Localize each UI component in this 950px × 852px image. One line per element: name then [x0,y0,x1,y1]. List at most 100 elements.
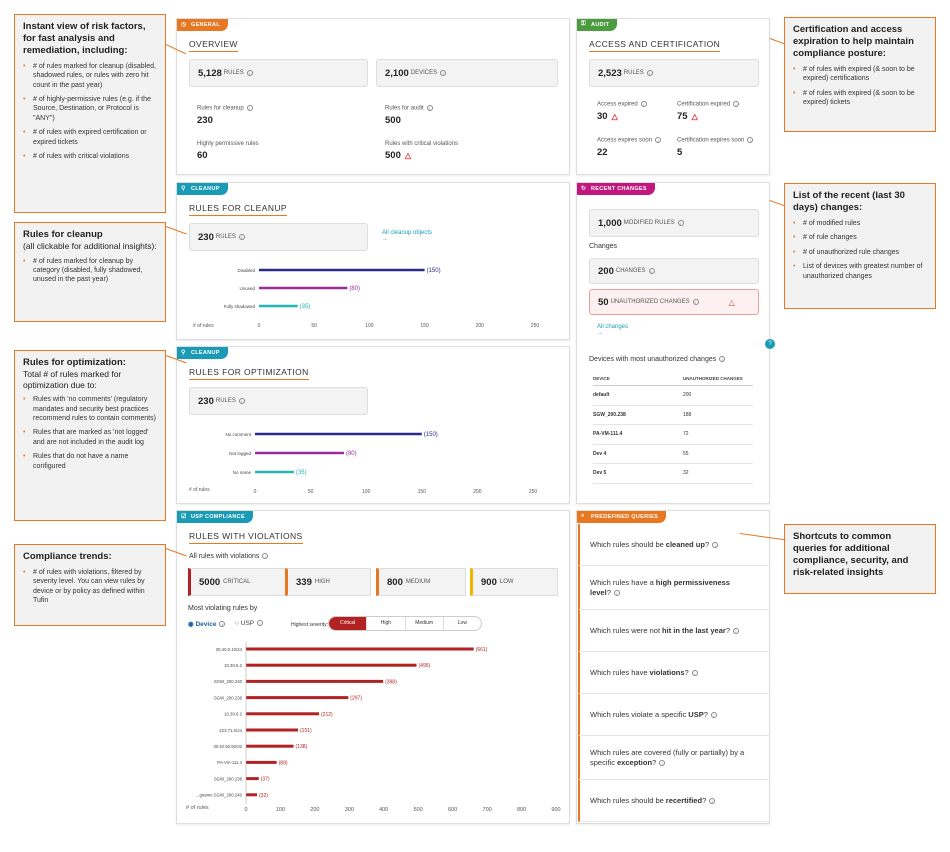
low-severity-metric[interactable]: 900 LOW [470,568,558,596]
bar[interactable] [246,679,384,683]
audit-stat-value: 500 [385,114,401,126]
bar[interactable] [255,451,344,455]
unauthorized-count: 50 [598,296,609,308]
unauthorized-changes-metric[interactable]: 50 UNAUTHORIZED CHANGES i △ [589,289,759,315]
cleanup-objects-link[interactable]: All cleanup objects → [382,230,432,242]
devices-label: DEVICES [410,70,438,76]
bar[interactable] [246,793,258,797]
audit-stat[interactable]: Rules for audit i 500 [385,105,433,126]
modified-rules-metric[interactable]: 1,000 MODIFIED RULES i [589,209,759,237]
bar-value-label: (398) [385,679,397,685]
axis-tick-label: 100 [362,489,371,495]
table-row[interactable]: default 200 [593,386,753,406]
permissive-stat[interactable]: Highly permissive rules 60 [197,141,259,161]
bar-category-label: 10.30.6.2 [224,712,243,717]
cert-soon-stat[interactable]: Certification expires soon i 5 [677,137,754,158]
table-row[interactable]: Dev 4 55 [593,445,753,464]
optimization-rules-metric[interactable]: 230 RULES i [189,387,368,415]
seg-critical[interactable]: Critical [329,617,367,630]
broom-icon: ⚲ [181,350,186,356]
compliance-callout: Compliance trends: # of rules with viola… [14,544,166,626]
high-severity-metric[interactable]: 339 HIGH [285,568,371,596]
cleanup-stat-value: 230 [197,114,213,126]
callout-title: Rules for optimization: [23,357,126,368]
help-icon[interactable]: ? [765,339,775,349]
bar[interactable] [246,696,349,700]
bar[interactable] [259,304,298,308]
critical-stat[interactable]: Rules with critical violations 500 △ [385,141,458,161]
query-item[interactable]: Which rules should be cleaned up? i [578,524,770,566]
axis-tick-label: 300 [345,807,354,813]
list-item: # of rules marked for cleanup (disabled,… [23,62,157,90]
seg-low[interactable]: Low [442,617,481,630]
rules-metric[interactable]: 5,128 RULES i [189,59,368,87]
all-changes-link[interactable]: All changes → [597,324,628,336]
query-item[interactable]: Which rules should be recertified? i [578,780,770,822]
seg-medium[interactable]: Medium [404,617,443,630]
query-pre: Which rules violate a specific [590,709,687,719]
queries-tag-label: PREDEFINED QUERIES [591,514,659,520]
table-row[interactable]: SGW_200.238 188 [593,406,753,425]
bar-value-label: (150) [427,268,441,274]
critical-stat-label: Rules with critical violations [385,141,459,147]
key-icon: ⚿ [581,21,586,27]
info-icon: i [613,589,620,596]
high-label: HIGH [314,579,330,585]
highest-severity-label: Highest severity: [291,622,328,628]
medium-severity-metric[interactable]: 800 MEDIUM [376,568,466,596]
axis-tick-label: 100 [365,323,374,329]
info-icon: i [677,220,684,226]
connector-line [769,200,786,207]
optimization-callout: Rules for optimization: Total # of rules… [14,350,166,521]
table-row[interactable]: Dev 5 32 [593,464,753,484]
query-item[interactable]: Which rules have a high permissiveness le… [578,566,770,610]
bar[interactable] [259,286,348,290]
query-bold: cleaned up [665,539,705,549]
cert-expired-stat[interactable]: Certification expired i 75 △ [677,101,740,122]
bar[interactable] [259,268,425,272]
query-pre: Which rules have [590,667,648,677]
bar-value-label: (35) [300,304,311,310]
bar-value-label: (80) [349,286,360,292]
query-bold: hit in the last year [662,625,726,635]
shortcuts-callout: Shortcuts to common queries for addition… [784,524,936,594]
table-row[interactable]: PA-VM-111.4 72 [593,425,753,445]
cleanup-callout: Rules for cleanup (all clickable for add… [14,222,166,322]
bar[interactable] [255,470,294,474]
changes-metric[interactable]: 200 CHANGES i [589,258,759,284]
bar[interactable] [246,744,294,748]
access-soon-stat[interactable]: Access expires soon i 22 [597,137,662,158]
bar[interactable] [246,728,299,732]
cleanup-rules-metric[interactable]: 230 RULES i [189,223,368,251]
usp-radio[interactable]: ○ USP i [235,620,264,627]
bar[interactable] [246,647,474,651]
query-item[interactable]: Which rules were not hit in the last year… [578,610,770,652]
audit-rules-metric[interactable]: 2,523 RULES i [589,59,759,87]
query-text: Which rules have violations? i [590,668,698,678]
critical-count: 5000 [199,576,221,588]
bar[interactable] [255,432,422,436]
callout-title: Shortcuts to common queries for addition… [793,531,909,578]
query-post: ? [725,625,730,635]
bar[interactable] [246,663,417,667]
cleanup-stat[interactable]: Rules for cleanup i 230 [197,105,253,126]
changes-count: 200 [598,265,614,277]
access-expired-stat[interactable]: Access expired i 30 △ [597,101,647,122]
query-bold: violations [649,667,685,677]
warning-icon: △ [611,111,618,121]
query-item[interactable]: Which rules have violations? i [578,652,770,694]
query-item[interactable]: Which rules violate a specific USP? i [578,694,770,736]
access-soon-label: Access expires soon [597,137,653,144]
query-pre: Which rules should be [590,795,664,805]
bar-category-label: PA-Vm-111.4 [217,760,242,765]
bar[interactable] [246,760,277,764]
callout-list: # of rules with violations, filtered by … [23,568,157,606]
bar[interactable] [246,777,259,781]
bar-category-label: SGW_200.238 [214,695,243,700]
device-radio[interactable]: ◉ Device i [188,620,226,628]
bar[interactable] [246,712,320,716]
devices-metric[interactable]: 2,100 DEVICES i [376,59,558,87]
optimization-rules-label: RULES [215,398,236,404]
seg-high[interactable]: High [366,617,404,630]
query-item[interactable]: Which rules are covered (fully or partia… [578,736,770,780]
